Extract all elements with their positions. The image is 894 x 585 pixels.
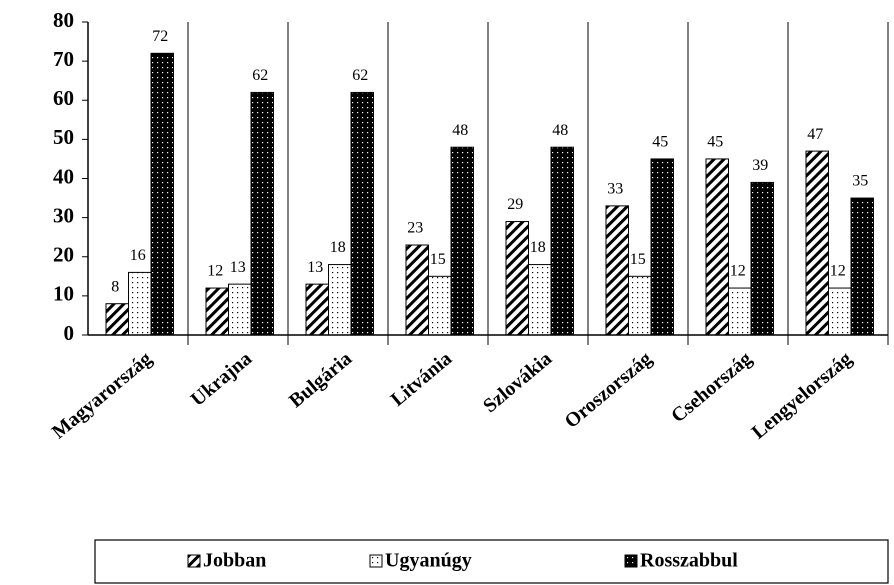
- bar: [150, 52, 174, 336]
- data-label: 39: [752, 157, 768, 174]
- bar: [328, 264, 352, 336]
- bar: [228, 283, 252, 336]
- data-label: 13: [230, 259, 246, 276]
- bar: [350, 91, 374, 336]
- data-label: 47: [807, 126, 823, 143]
- y-tick-label: 60: [53, 86, 74, 110]
- data-label: 33: [607, 181, 623, 198]
- bar: [750, 181, 774, 336]
- x-tick-label: Oroszország: [561, 347, 657, 432]
- x-tick-label: Lengyelország: [748, 347, 857, 443]
- data-label: 72: [152, 28, 168, 45]
- data-label: 62: [352, 67, 368, 84]
- x-tick-label: Szlovákia: [479, 347, 556, 417]
- data-label: 48: [552, 122, 568, 139]
- data-label: 16: [130, 247, 146, 264]
- x-tick-label: Csehország: [667, 347, 756, 427]
- bar: [305, 283, 329, 336]
- bar: [805, 150, 829, 336]
- bar: [428, 275, 452, 336]
- bar: [205, 287, 229, 336]
- legend-label: Ugyanúgy: [385, 550, 472, 572]
- y-tick-label: 80: [53, 8, 74, 32]
- data-label: 35: [852, 173, 868, 190]
- bar: [850, 197, 874, 336]
- bar: [405, 244, 429, 336]
- data-label: 23: [407, 220, 423, 237]
- bar: [105, 303, 129, 336]
- x-tick-label: Litvánia: [387, 347, 456, 410]
- bar: [828, 287, 852, 336]
- legend-swatch: [624, 554, 638, 568]
- bar: [550, 146, 574, 336]
- data-label: 45: [707, 134, 723, 151]
- bar: [628, 275, 652, 336]
- legend-label: Rosszabbul: [640, 550, 738, 572]
- data-label: 45: [652, 134, 668, 151]
- x-tick-label: Ukrajna: [187, 347, 256, 410]
- legend-swatch: [369, 554, 383, 568]
- y-tick-label: 40: [53, 164, 74, 188]
- y-tick-label: 0: [64, 321, 75, 345]
- data-label: 8: [111, 278, 119, 295]
- data-label: 15: [430, 251, 446, 268]
- bar: [650, 158, 674, 336]
- data-label: 12: [207, 263, 223, 280]
- bar: [505, 221, 529, 336]
- data-label: 62: [252, 67, 268, 84]
- data-label: 15: [630, 251, 646, 268]
- data-label: 18: [330, 239, 346, 256]
- bar: [250, 91, 274, 336]
- legend-label: Jobban: [203, 550, 266, 572]
- data-label: 29: [507, 196, 523, 213]
- legend-swatch: [187, 554, 201, 568]
- data-label: 18: [530, 239, 546, 256]
- bar: [728, 287, 752, 336]
- y-tick-label: 20: [53, 243, 74, 267]
- y-tick-label: 70: [53, 47, 74, 71]
- y-tick-label: 50: [53, 125, 74, 149]
- y-tick-label: 10: [53, 282, 74, 306]
- bar: [128, 271, 152, 336]
- data-label: 13: [307, 259, 323, 276]
- data-label: 12: [830, 263, 846, 280]
- bar: [705, 158, 729, 336]
- x-tick-label: Magyarország: [48, 347, 156, 443]
- data-label: 12: [730, 263, 746, 280]
- x-tick-label: Bulgária: [285, 347, 356, 412]
- bar: [450, 146, 474, 336]
- bar: [605, 205, 629, 336]
- data-label: 48: [452, 122, 468, 139]
- bar: [528, 264, 552, 336]
- y-tick-label: 30: [53, 203, 74, 227]
- legend-box: [94, 539, 889, 584]
